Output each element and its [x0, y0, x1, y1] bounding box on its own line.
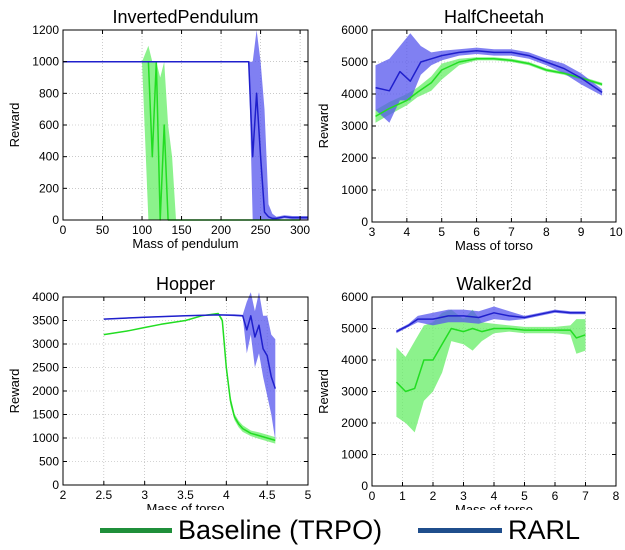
y-tick-label: 600	[39, 118, 59, 132]
legend-item-baseline: Baseline (TRPO)	[100, 510, 382, 550]
x-tick-label: 8	[543, 225, 550, 239]
y-tick-label: 1000	[341, 183, 368, 197]
series-line-rarl	[396, 310, 586, 333]
x-tick-label: 300	[290, 223, 310, 237]
x-tick-label: 5	[438, 225, 445, 239]
x-tick-label: 10	[609, 225, 623, 239]
x-tick-label: 6	[552, 489, 559, 503]
x-axis-label: Mass of torso	[146, 501, 224, 510]
y-tick-label: 2000	[32, 384, 59, 398]
x-tick-label: 8	[613, 489, 620, 503]
y-tick-label: 1000	[32, 431, 59, 445]
x-tick-label: 3	[369, 225, 376, 239]
y-tick-label: 200	[39, 181, 59, 195]
legend-swatch-baseline	[100, 527, 172, 533]
y-tick-label: 2500	[32, 361, 59, 375]
y-tick-label: 800	[39, 86, 59, 100]
x-tick-label: 200	[211, 223, 231, 237]
chart-panel-4: 0 1 2 3 4 5 6 7 8 0 1000 2000 3000 4000 5000 6000 Walker…	[316, 274, 620, 510]
y-tick-label: 500	[39, 455, 59, 469]
x-tick-label: 150	[172, 223, 192, 237]
y-tick-label: 3000	[341, 385, 368, 399]
legend-swatch-rarl	[418, 527, 502, 533]
series-band-baseline	[396, 309, 586, 433]
legend-label-rarl: RARL	[508, 515, 581, 545]
x-tick-label: 3.5	[177, 488, 194, 502]
x-tick-label: 9	[578, 225, 585, 239]
y-tick-label: 1200	[32, 23, 59, 37]
series-line-baseline	[375, 58, 603, 118]
y-tick-label: 1000	[341, 448, 368, 462]
chart-panel-2: 3 4 5 6 7 8 9 10 0 1000 2000 3000 4000 5000 6000 HalfCh…	[316, 7, 623, 253]
y-tick-label: 3000	[32, 337, 59, 351]
x-tick-label: 3	[141, 488, 148, 502]
y-axis-label: Reward	[7, 103, 22, 148]
x-tick-label: 4	[404, 225, 411, 239]
legend-label-baseline: Baseline (TRPO)	[178, 515, 383, 545]
x-tick-label: 0	[60, 223, 67, 237]
y-tick-label: 5000	[341, 322, 368, 336]
x-tick-label: 250	[251, 223, 271, 237]
series-line-rarl	[63, 60, 308, 220]
chart-title: HalfCheetah	[444, 7, 544, 27]
x-tick-label: 3	[460, 489, 467, 503]
legend: Baseline (TRPO) RARL	[0, 510, 625, 550]
chart-panel-1: 0 50 100 150 200 250 300 0 200 400 600 800 1000 1200 I…	[7, 7, 310, 251]
y-tick-label: 2000	[341, 416, 368, 430]
x-tick-label: 2	[60, 488, 67, 502]
x-tick-label: 5	[305, 488, 312, 502]
y-tick-label: 4000	[32, 290, 59, 304]
x-tick-label: 2.5	[95, 488, 112, 502]
y-tick-label: 400	[39, 150, 59, 164]
y-tick-label: 6000	[341, 290, 368, 304]
figure: 0 50 100 150 200 250 300020040060080010001200I…	[7, 7, 623, 510]
y-tick-label: 0	[361, 215, 368, 229]
y-tick-label: 3000	[341, 119, 368, 133]
x-tick-label: 5	[521, 489, 528, 503]
x-tick-label: 1	[399, 489, 406, 503]
series-line-rarl	[103, 314, 277, 389]
x-axis-label: Mass of torso	[455, 502, 533, 510]
series-line-baseline	[395, 327, 586, 393]
y-tick-label: 3500	[32, 314, 59, 328]
chart-panel-3: 2 2.5 3 3.5 4 4.5 5 0 500 1000 1500 2000 2500 3000 350…	[7, 274, 312, 510]
series-band-rarl	[396, 306, 586, 334]
x-tick-label: 100	[132, 223, 152, 237]
x-axis-label: Mass of pendulum	[132, 236, 238, 251]
x-tick-label: 4.5	[259, 488, 276, 502]
legend-item-rarl: RARL	[418, 510, 580, 550]
y-tick-label: 5000	[341, 55, 368, 69]
chart-title: InvertedPendulum	[112, 7, 258, 27]
y-tick-label: 0	[52, 213, 59, 227]
series-band-rarl	[103, 292, 276, 441]
y-tick-label: 1500	[32, 408, 59, 422]
x-axis-label: Mass of torso	[455, 238, 533, 253]
y-tick-label: 6000	[341, 23, 368, 37]
series-line-rarl	[375, 50, 603, 94]
chart-title: Walker2d	[456, 274, 531, 294]
y-axis-label: Reward	[7, 369, 22, 414]
x-tick-label: 7	[582, 489, 589, 503]
y-axis-label: Reward	[316, 369, 331, 414]
y-tick-label: 2000	[341, 151, 368, 165]
chart-title: Hopper	[156, 274, 215, 294]
x-tick-label: 7	[508, 225, 515, 239]
x-tick-label: 2	[430, 489, 437, 503]
x-tick-label: 0	[369, 489, 376, 503]
y-tick-label: 0	[361, 479, 368, 493]
y-tick-label: 4000	[341, 353, 368, 367]
y-tick-label: 1000	[32, 55, 59, 69]
series-band-rarl	[375, 33, 603, 123]
y-tick-label: 4000	[341, 87, 368, 101]
series-line-baseline	[103, 312, 276, 442]
y-tick-label: 0	[52, 478, 59, 492]
x-tick-label: 4	[491, 489, 498, 503]
x-tick-label: 4	[223, 488, 230, 502]
x-tick-label: 6	[473, 225, 480, 239]
y-axis-label: Reward	[316, 104, 331, 149]
x-tick-label: 50	[96, 223, 110, 237]
